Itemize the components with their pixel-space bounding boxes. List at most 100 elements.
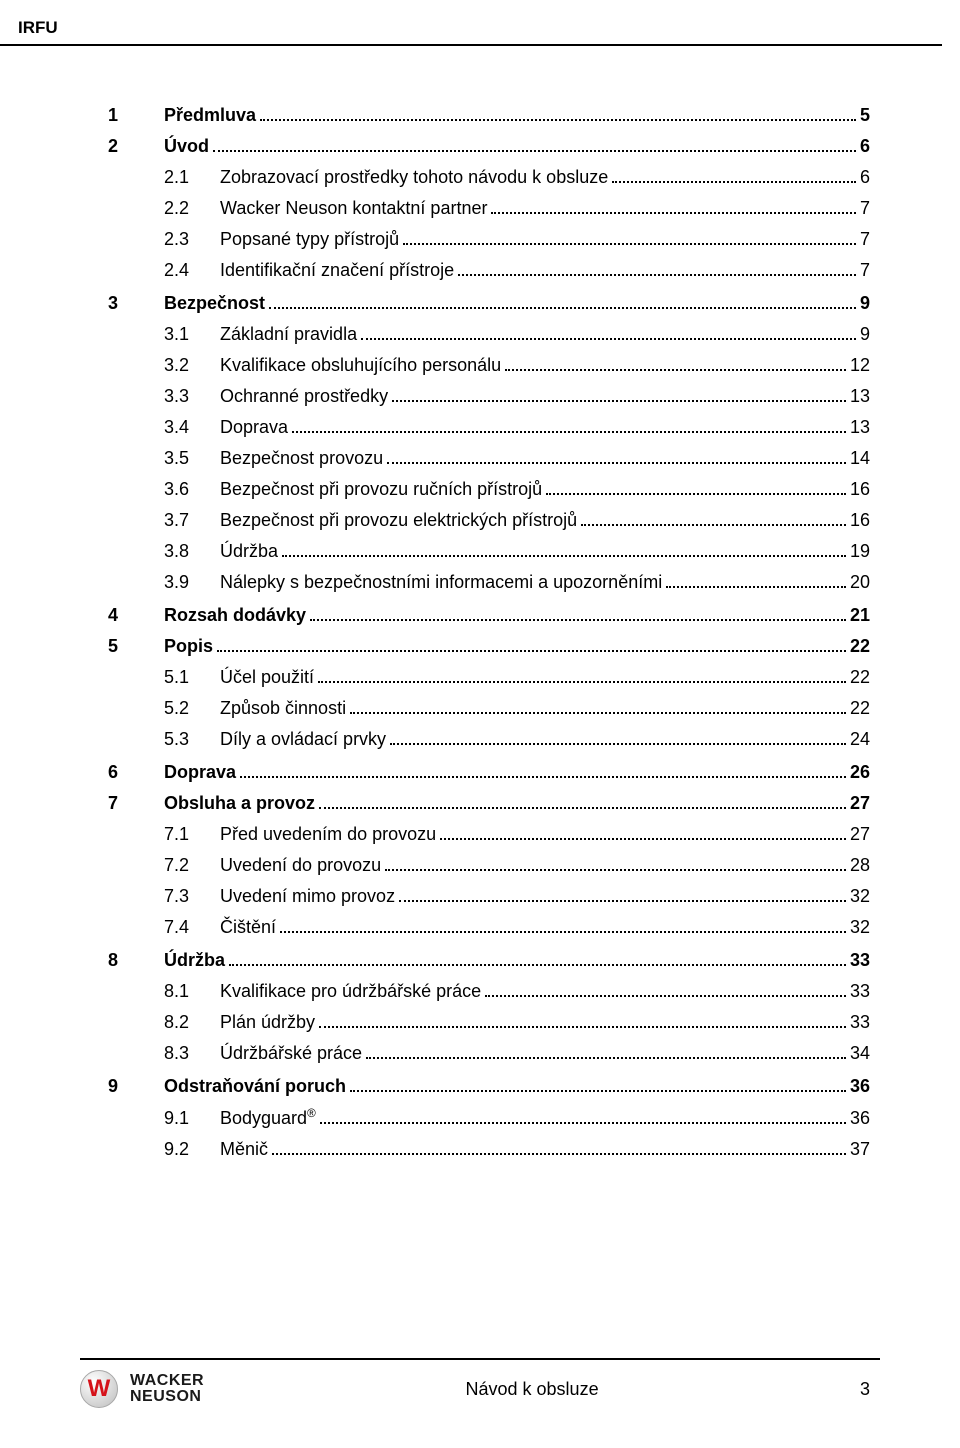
toc-title: Uvedení mimo provoz [220,887,395,905]
toc-title: Bezpečnost provozu [220,449,383,467]
toc-entry-sub: 9.2Měnič37 [108,1140,870,1159]
toc-page: 22 [850,668,870,686]
toc-page: 21 [850,606,870,624]
toc-page: 19 [850,542,870,560]
toc-page: 36 [850,1077,870,1095]
toc-entry-sub: 3.8Údržba19 [108,542,870,561]
toc-title: Popis [164,637,213,655]
toc-title: Před uvedením do provozu [220,825,436,843]
toc-entry-sub: 3.1Základní pravidla9 [108,325,870,344]
toc-entry-top: 1Předmluva5 [108,106,870,125]
toc-title: Bezpečnost při provozu ručních přístrojů [220,480,542,498]
toc-leader-dots [319,1016,846,1028]
toc-leader-dots [666,576,846,588]
toc-number: 7.3 [164,887,220,905]
toc-title-sup: ® [307,1107,316,1120]
toc-page: 27 [850,825,870,843]
toc-entry-sub: 5.1Účel použití22 [108,668,870,687]
toc-title: Zobrazovací prostředky tohoto návodu k o… [220,168,608,186]
toc-page: 5 [860,106,870,124]
toc-leader-dots [272,1143,846,1155]
brand-logo-badge: W [80,1370,118,1408]
toc-leader-dots [229,954,846,966]
toc-number: 7.1 [164,825,220,843]
toc-leader-dots [403,233,856,245]
toc-number: 7.2 [164,856,220,874]
toc-page: 33 [850,982,870,1000]
toc-title: Kvalifikace obsluhujícího personálu [220,356,501,374]
toc-page: 12 [850,356,870,374]
toc-number: 6 [108,763,164,781]
toc-title: Bezpečnost [164,294,265,312]
toc-entry-sub: 3.6Bezpečnost při provozu ručních přístr… [108,480,870,499]
toc-entry-sub: 7.1Před uvedením do provozu 27 [108,825,870,844]
toc-entry-sub: 3.4Doprava 13 [108,418,870,437]
toc-page: 36 [850,1109,870,1127]
toc-entry-sub: 8.3Údržbářské práce 34 [108,1044,870,1063]
toc-number: 3.5 [164,449,220,467]
toc-number: 4 [108,606,164,624]
toc-leader-dots [280,921,846,933]
brand-line-1: WACKER [130,1373,204,1389]
toc-entry-top: 4Rozsah dodávky21 [108,606,870,625]
toc-page: 7 [860,230,870,248]
table-of-contents: 1Předmluva52Úvod62.1Zobrazovací prostřed… [0,46,960,1159]
toc-leader-dots [440,828,846,840]
toc-page: 37 [850,1140,870,1158]
toc-leader-dots [546,483,846,495]
toc-page: 13 [850,418,870,436]
toc-number: 3.1 [164,325,220,343]
toc-page: 6 [860,137,870,155]
toc-entry-sub: 3.3Ochranné prostředky13 [108,387,870,406]
toc-leader-dots [387,452,846,464]
toc-number: 8.3 [164,1044,220,1062]
toc-leader-dots [385,859,846,871]
toc-title: Údržba [220,542,278,560]
toc-number: 3.9 [164,573,220,591]
footer-row: W WACKER NEUSON Návod k obsluze 3 [0,1370,960,1408]
toc-number: 5 [108,637,164,655]
toc-page: 16 [850,511,870,529]
toc-title: Úvod [164,137,209,155]
toc-page: 7 [860,261,870,279]
toc-entry-top: 6Doprava26 [108,763,870,782]
toc-leader-dots [292,421,846,433]
toc-title: Doprava [220,418,288,436]
toc-page: 24 [850,730,870,748]
toc-page: 34 [850,1044,870,1062]
toc-page: 27 [850,794,870,812]
toc-entry-sub: 5.3Díly a ovládací prvky24 [108,730,870,749]
toc-title: Údržba [164,951,225,969]
toc-number: 3.3 [164,387,220,405]
toc-title: Způsob činnosti [220,699,346,717]
toc-number: 2.2 [164,199,220,217]
toc-number: 2 [108,137,164,155]
toc-number: 5.3 [164,730,220,748]
toc-title: Předmluva [164,106,256,124]
toc-title: Uvedení do provozu [220,856,381,874]
toc-entry-top: 9Odstraňování poruch36 [108,1077,870,1096]
toc-leader-dots [310,609,846,621]
toc-leader-dots [320,1112,846,1124]
toc-page: 13 [850,387,870,405]
toc-title: Doprava [164,763,236,781]
toc-leader-dots [213,140,856,152]
toc-number: 2.3 [164,230,220,248]
toc-leader-dots [260,109,856,121]
toc-title: Bezpečnost při provozu elektrických přís… [220,511,577,529]
toc-title: Nálepky s bezpečnostními informacemi a u… [220,573,662,591]
toc-number: 5.1 [164,668,220,686]
toc-entry-sub: 8.2Plán údržby33 [108,1013,870,1032]
toc-number: 2.1 [164,168,220,186]
toc-entry-top: 3Bezpečnost9 [108,294,870,313]
toc-number: 3.4 [164,418,220,436]
toc-title: Údržbářské práce [220,1044,362,1062]
toc-entry-sub: 2.1Zobrazovací prostředky tohoto návodu … [108,168,870,187]
toc-title: Čištění [220,918,276,936]
toc-entry-sub: 7.4Čištění32 [108,918,870,937]
toc-page: 16 [850,480,870,498]
toc-number: 9.1 [164,1109,220,1127]
toc-number: 7.4 [164,918,220,936]
toc-entry-top: 2Úvod 6 [108,137,870,156]
brand-logo-letter: W [88,1377,111,1401]
